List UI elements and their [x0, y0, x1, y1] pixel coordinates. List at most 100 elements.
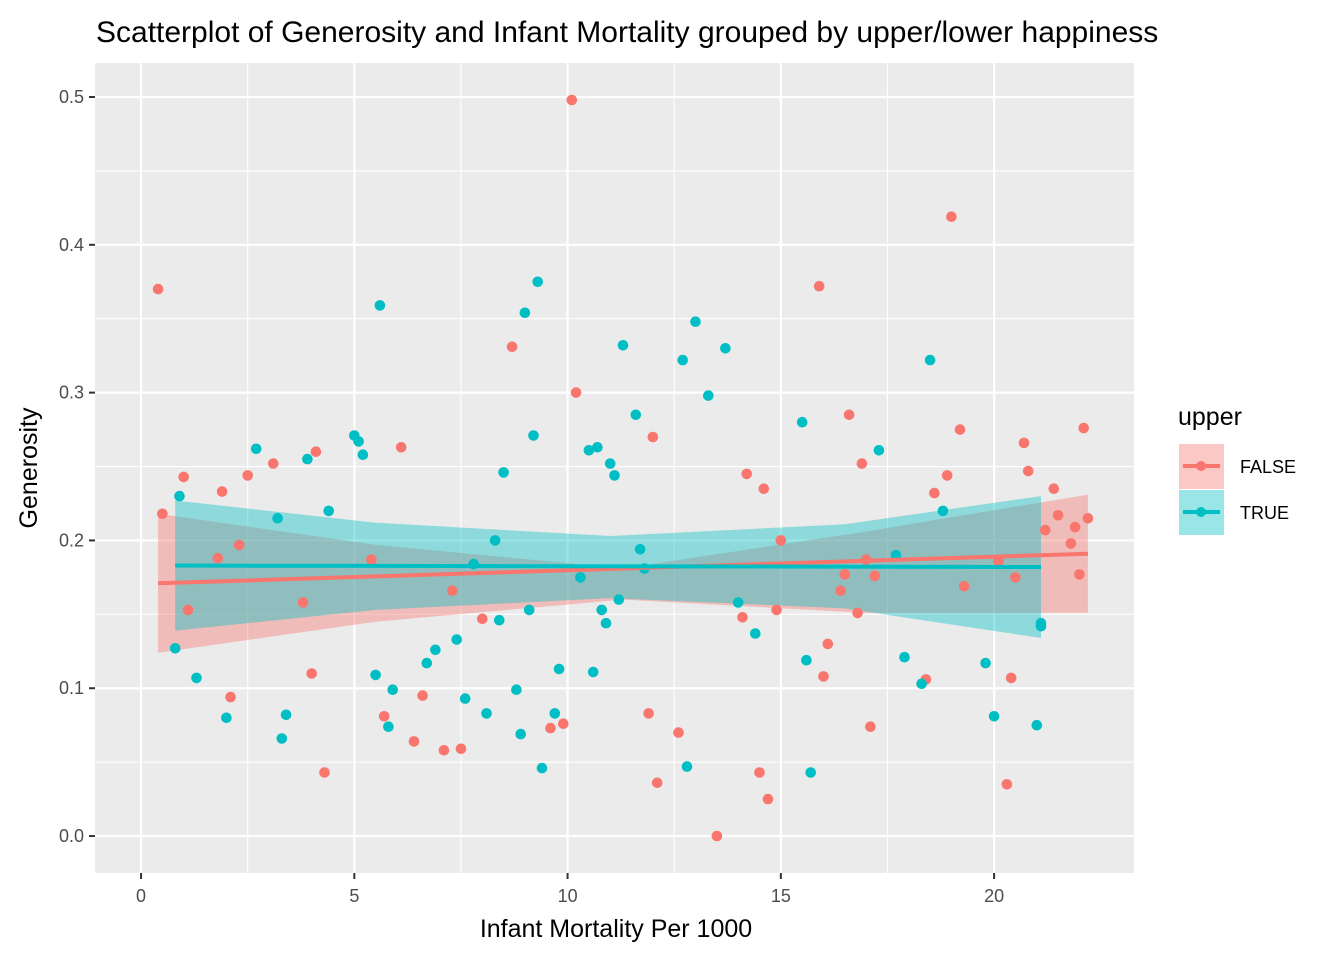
point-true [630, 409, 642, 421]
legend-point-true [1196, 507, 1206, 517]
legend-entry-false: FALSE [1179, 444, 1296, 489]
x-tick-label: 0 [136, 886, 146, 906]
point-true [353, 436, 364, 447]
point-false [954, 424, 966, 435]
point-false [319, 767, 330, 778]
point-true [750, 628, 761, 639]
point-true [536, 762, 548, 774]
fit-line-true [175, 563, 1042, 570]
point-true [430, 644, 441, 656]
point-true [374, 300, 386, 311]
point-false [1018, 437, 1030, 449]
point-true [421, 657, 433, 669]
point-true [988, 711, 1000, 722]
x-axis-title: Infant Mortality Per 1000 [480, 915, 752, 943]
point-true [250, 443, 262, 455]
point-false [1010, 572, 1021, 583]
point-true [805, 767, 816, 778]
point-false [673, 727, 684, 738]
point-false [758, 483, 770, 495]
point-false [570, 387, 582, 398]
point-false [417, 690, 428, 701]
point-true [387, 684, 399, 695]
grid-minor [95, 63, 1134, 873]
point-false [306, 668, 318, 679]
point-true [221, 712, 232, 724]
point-false [1082, 513, 1094, 524]
point-false [558, 718, 569, 729]
point-false [754, 767, 765, 778]
point-false [1074, 569, 1085, 580]
point-false [395, 442, 407, 453]
point-false [1022, 465, 1034, 477]
x-tick-label: 5 [349, 886, 359, 906]
y-tick-label: 0.5 [59, 87, 84, 107]
point-false [477, 613, 488, 625]
point-false [366, 554, 377, 565]
point-false [843, 409, 855, 421]
point-true [370, 669, 381, 681]
point-false [737, 612, 748, 623]
point-true [276, 733, 288, 744]
point-true [489, 535, 501, 546]
point-true [191, 672, 202, 684]
point-true [575, 572, 586, 583]
point-false [818, 671, 829, 682]
point-true [596, 604, 607, 616]
point-true [732, 597, 744, 608]
point-true [600, 617, 612, 629]
point-false [566, 94, 578, 106]
point-true [916, 678, 927, 690]
point-true [528, 430, 539, 441]
y-axis-ticks: 0.0 0.1 0.2 0.3 0.4 0.5 [59, 87, 95, 846]
point-true [634, 544, 646, 555]
legend-point-false [1196, 461, 1206, 471]
fit-lines [158, 551, 1088, 586]
point-false [771, 604, 782, 616]
point-false [545, 722, 556, 734]
point-false [455, 743, 467, 755]
y-axis-title: Generosity [15, 407, 43, 528]
x-axis-ticks: 0 5 10 15 20 [136, 873, 1004, 906]
point-true [519, 307, 531, 319]
point-false [647, 431, 659, 443]
x-tick-label: 15 [771, 886, 791, 906]
point-false [762, 793, 774, 805]
point-false [852, 607, 863, 619]
point-true [703, 390, 714, 401]
point-false [775, 535, 787, 546]
point-false [157, 508, 168, 520]
point-false [711, 830, 723, 842]
y-tick-label: 0.4 [59, 235, 84, 255]
point-false [813, 280, 825, 292]
legend-entry-true: TRUE [1179, 490, 1289, 535]
point-true [498, 467, 509, 478]
point-true [302, 453, 313, 465]
point-false [182, 604, 194, 616]
point-true [720, 343, 731, 354]
point-false [643, 708, 654, 719]
point-true [1031, 719, 1043, 731]
y-tick-label: 0.1 [59, 678, 84, 698]
y-tick-label: 0.3 [59, 383, 84, 403]
point-true [980, 657, 991, 669]
point-false [233, 539, 245, 551]
point-false [297, 597, 309, 608]
confidence-band-false [158, 494, 1088, 653]
point-false [242, 470, 253, 481]
point-false [1069, 521, 1081, 533]
point-true [357, 449, 369, 461]
point-true [613, 594, 625, 605]
point-true [609, 470, 620, 481]
point-true [549, 708, 561, 719]
legend-label-false: FALSE [1240, 457, 1296, 477]
point-true [617, 340, 629, 351]
point-false [408, 736, 420, 747]
point-false [225, 691, 236, 703]
point-true [604, 458, 616, 469]
x-tick-label: 10 [558, 886, 578, 906]
point-true [937, 505, 949, 517]
point-false [506, 341, 518, 353]
point-true [459, 693, 471, 704]
